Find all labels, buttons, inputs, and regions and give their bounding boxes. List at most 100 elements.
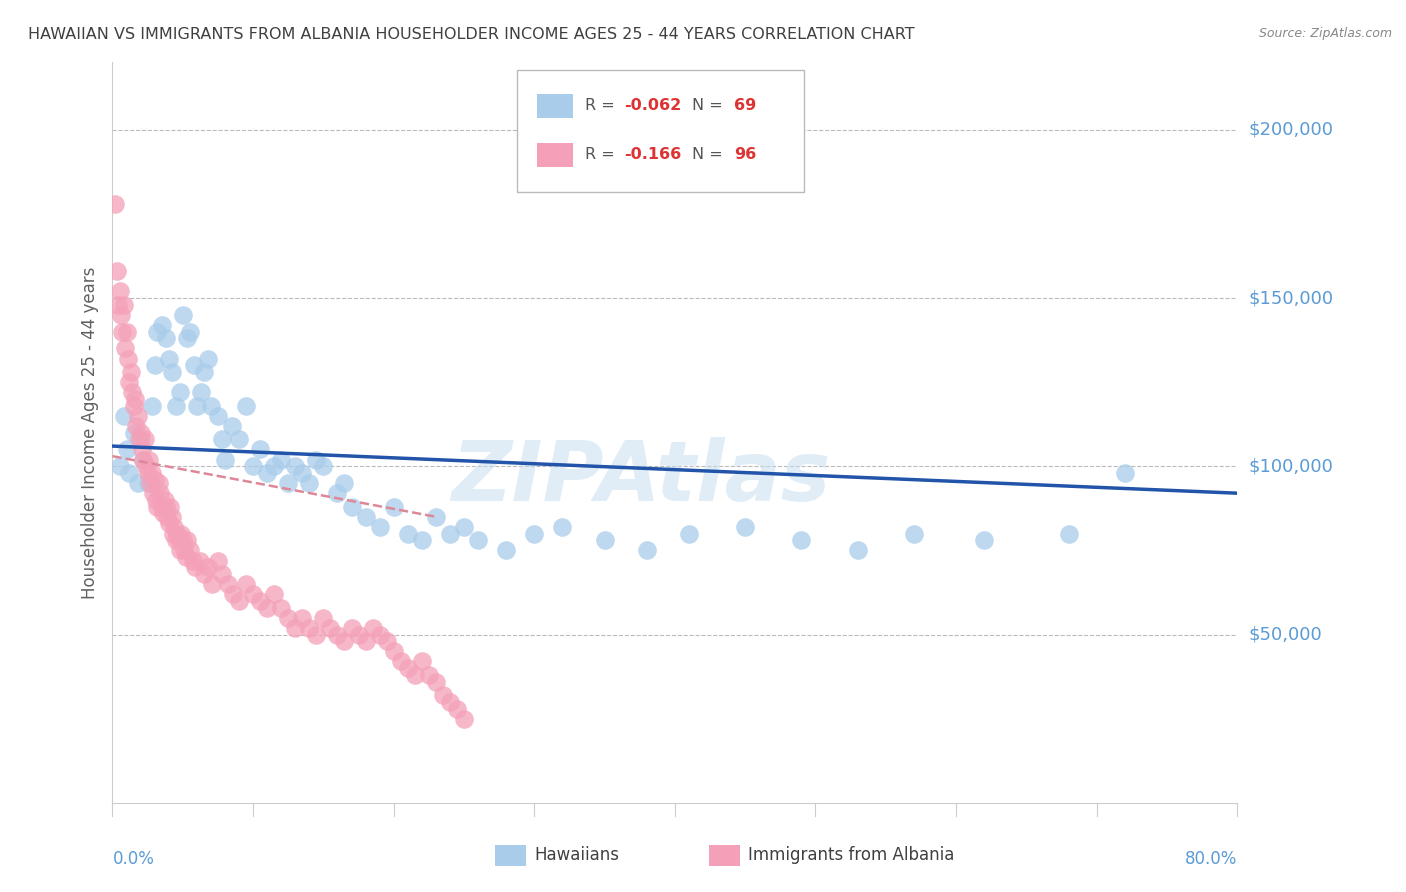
Point bbox=[256, 600, 278, 615]
Point bbox=[190, 385, 212, 400]
Point bbox=[340, 500, 363, 514]
Point bbox=[167, 533, 190, 548]
Point bbox=[201, 577, 224, 591]
Text: Hawaiians: Hawaiians bbox=[534, 847, 619, 864]
Point bbox=[235, 399, 257, 413]
Point bbox=[263, 459, 285, 474]
Point bbox=[155, 500, 177, 514]
Text: 80.0%: 80.0% bbox=[1185, 850, 1237, 868]
Point bbox=[118, 466, 141, 480]
Text: R =: R = bbox=[585, 147, 620, 161]
Point bbox=[174, 550, 197, 565]
Point bbox=[128, 433, 150, 447]
Point bbox=[160, 509, 183, 524]
Point bbox=[148, 476, 170, 491]
Point bbox=[145, 492, 167, 507]
Point bbox=[361, 621, 384, 635]
Text: N =: N = bbox=[692, 147, 728, 161]
Point bbox=[150, 318, 173, 332]
Point bbox=[404, 668, 426, 682]
Point bbox=[107, 298, 129, 312]
Point bbox=[211, 566, 233, 581]
Point bbox=[111, 325, 134, 339]
Point bbox=[354, 634, 377, 648]
Point bbox=[176, 331, 198, 345]
Point bbox=[120, 365, 142, 379]
Point bbox=[242, 587, 264, 601]
Point bbox=[105, 264, 128, 278]
Point bbox=[678, 526, 700, 541]
Point bbox=[242, 459, 264, 474]
Point bbox=[298, 621, 321, 635]
Point bbox=[291, 610, 314, 624]
Point bbox=[523, 526, 546, 541]
Text: $150,000: $150,000 bbox=[1249, 289, 1334, 307]
Point bbox=[138, 452, 160, 467]
Point bbox=[277, 610, 299, 624]
Point bbox=[1114, 466, 1136, 480]
Text: $100,000: $100,000 bbox=[1249, 458, 1333, 475]
Point bbox=[118, 375, 141, 389]
Point bbox=[326, 486, 349, 500]
Point bbox=[108, 285, 131, 299]
Point bbox=[319, 621, 342, 635]
Point bbox=[149, 486, 172, 500]
Point bbox=[207, 409, 229, 423]
Point bbox=[117, 351, 139, 366]
Point bbox=[432, 688, 454, 702]
Point bbox=[112, 298, 135, 312]
Point bbox=[214, 452, 236, 467]
Point bbox=[124, 392, 146, 406]
Point bbox=[382, 644, 405, 658]
Point bbox=[305, 452, 328, 467]
Point bbox=[172, 308, 194, 322]
Point bbox=[439, 695, 461, 709]
Point bbox=[127, 476, 149, 491]
Point bbox=[150, 500, 173, 514]
Point bbox=[354, 509, 377, 524]
Bar bbox=[537, 143, 572, 167]
Point bbox=[143, 473, 166, 487]
Point bbox=[141, 466, 163, 480]
Point bbox=[181, 553, 204, 567]
Point bbox=[136, 466, 159, 480]
Point bbox=[382, 500, 405, 514]
Point bbox=[115, 442, 138, 457]
Point bbox=[636, 543, 658, 558]
Point bbox=[326, 627, 349, 641]
Point bbox=[1057, 526, 1080, 541]
Point bbox=[139, 476, 162, 491]
Point bbox=[160, 365, 183, 379]
Point bbox=[235, 577, 257, 591]
Point bbox=[122, 399, 145, 413]
Point bbox=[222, 587, 245, 601]
Point bbox=[146, 325, 169, 339]
Point bbox=[270, 452, 292, 467]
Text: -0.062: -0.062 bbox=[624, 98, 682, 113]
Point bbox=[396, 661, 419, 675]
Point bbox=[188, 553, 211, 567]
Point bbox=[155, 331, 177, 345]
Point bbox=[110, 308, 132, 322]
Point bbox=[389, 655, 412, 669]
Point bbox=[495, 543, 517, 558]
Point bbox=[162, 526, 184, 541]
Point bbox=[453, 520, 475, 534]
Point bbox=[153, 492, 176, 507]
Text: N =: N = bbox=[692, 98, 728, 113]
Point bbox=[170, 526, 193, 541]
Point bbox=[249, 442, 271, 457]
Point bbox=[396, 526, 419, 541]
Point bbox=[228, 433, 250, 447]
Point bbox=[368, 627, 391, 641]
Point bbox=[163, 520, 186, 534]
Bar bbox=[709, 845, 740, 866]
Point bbox=[375, 634, 398, 648]
Text: -0.166: -0.166 bbox=[624, 147, 682, 161]
Point bbox=[347, 627, 370, 641]
Text: R =: R = bbox=[585, 98, 620, 113]
Point bbox=[136, 476, 159, 491]
Point bbox=[197, 351, 219, 366]
Point bbox=[333, 476, 356, 491]
Point bbox=[157, 351, 180, 366]
